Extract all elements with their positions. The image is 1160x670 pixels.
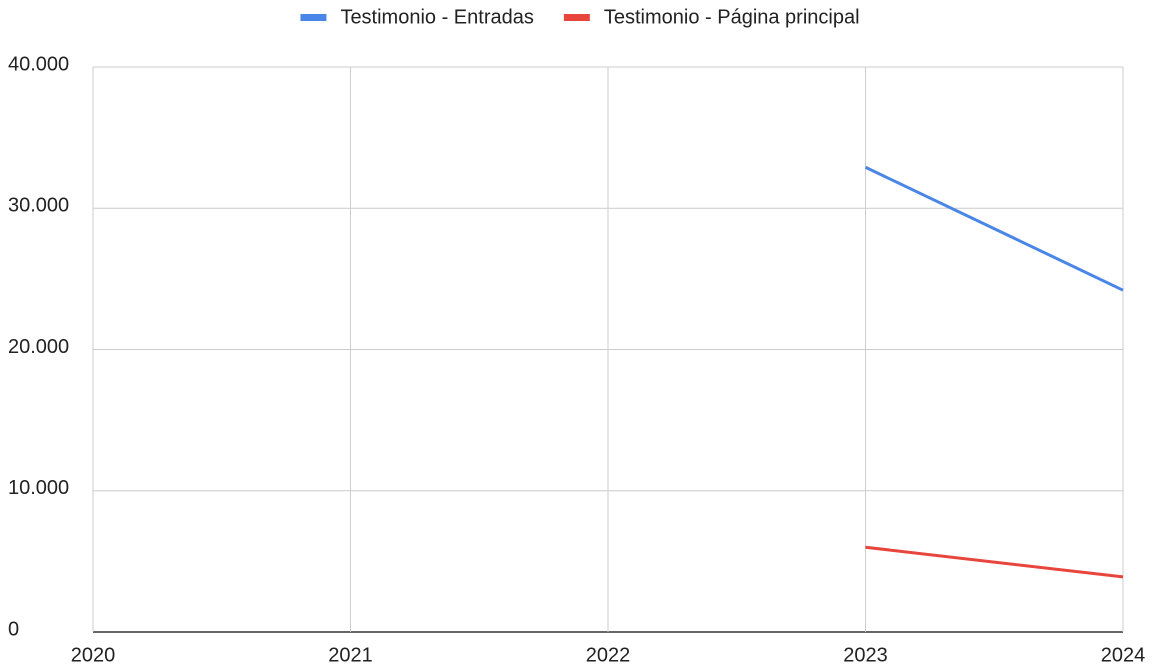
- x-tick-label: 2020: [71, 644, 116, 666]
- x-tick-label: 2022: [586, 644, 631, 666]
- legend-label: Testimonio - Página principal: [604, 6, 860, 28]
- x-tick-label: 2024: [1101, 644, 1146, 666]
- y-tick-label: 10.000: [8, 477, 69, 499]
- legend-label: Testimonio - Entradas: [340, 6, 533, 28]
- y-tick-label: 40.000: [8, 53, 69, 75]
- y-tick-label: 30.000: [8, 195, 69, 217]
- y-tick-label: 0: [8, 618, 19, 640]
- legend-swatch: [563, 14, 590, 21]
- x-tick-label: 2023: [843, 644, 888, 666]
- line: [864, 165, 1124, 292]
- legend-swatch: [300, 14, 327, 21]
- line: [865, 545, 1124, 579]
- y-tick-label: 20.000: [8, 336, 69, 358]
- x-tick-label: 2021: [328, 644, 373, 666]
